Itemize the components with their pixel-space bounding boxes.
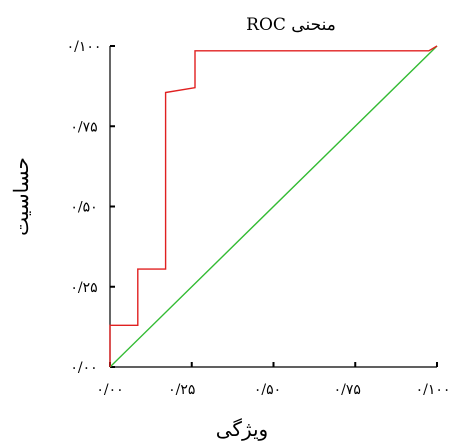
y-tick-label: ۰/۰۰ (70, 360, 97, 376)
x-tick-label: ۰/۲۵ (168, 382, 195, 398)
x-tick-label: ۰/۰۰ (96, 382, 123, 398)
chart-title: منحنی ROC (246, 15, 336, 35)
y-tick-label: ۰/۷۵ (70, 119, 97, 135)
series-group (109, 45, 438, 368)
axes (109, 45, 438, 368)
reference-diagonal-line (109, 45, 438, 368)
x-tick-label: ۰/۱۰۰ (416, 382, 451, 398)
y-axis-title: حساسیت (9, 157, 33, 236)
y-tick-label: ۰/۵۰ (70, 200, 97, 216)
x-tick-label: ۰/۷۵ (334, 382, 361, 398)
roc-curve-line (109, 45, 438, 367)
tick-labels: ۰/۰۰ ۰/۲۵ ۰/۵۰ ۰/۷۵ ۰/۱۰۰ ۰/۰۰ ۰/۲۵ ۰/۵۰ ۰/۷۵ ۰/۱… (67, 39, 451, 398)
y-tick-label: ۰/۱۰۰ (67, 39, 102, 55)
y-tick-label: ۰/۲۵ (70, 280, 97, 296)
x-axis-title: ویژگی (216, 417, 268, 441)
x-tick-label: ۰/۵۰ (254, 382, 281, 398)
